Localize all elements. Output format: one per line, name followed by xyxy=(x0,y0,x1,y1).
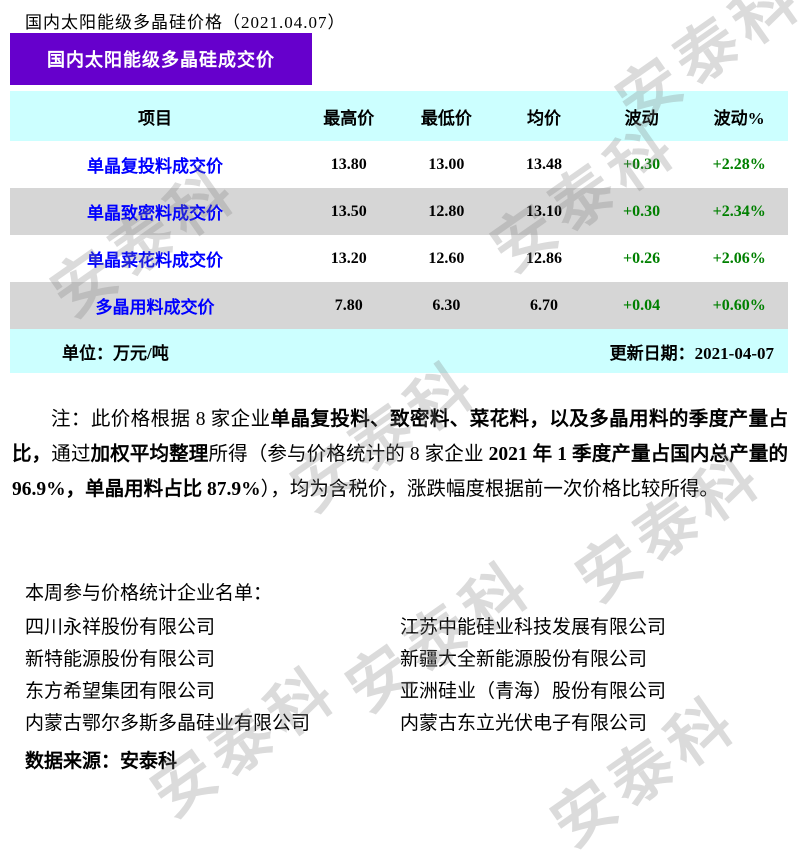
data-source-label: 数据来源：安泰科 xyxy=(25,751,178,772)
table-row: 单晶致密料成交价 13.50 12.80 13.10 +0.30 +2.34% xyxy=(10,188,788,235)
row-high: 13.50 xyxy=(330,202,367,220)
row-change: +0.04 xyxy=(623,296,661,314)
unit-label: 单位：万元/吨 xyxy=(62,343,169,363)
page: { "title": "国内太阳能级多晶硅价格（2021.04.07）", "b… xyxy=(10,0,800,861)
note-segment: 注：此价格根据 8 家企业 xyxy=(51,409,271,430)
header-high: 最高价 xyxy=(323,108,375,128)
row-change: +0.30 xyxy=(623,202,661,220)
row-avg: 12.86 xyxy=(525,249,562,267)
row-item-label: 单晶菜花料成交价 xyxy=(87,251,223,270)
company-name: 江苏中能硅业科技发展有限公司 xyxy=(400,617,667,638)
section-banner: 国内太阳能级多晶硅成交价 xyxy=(10,33,312,85)
company-name: 新特能源股份有限公司 xyxy=(25,649,216,670)
section-banner-label: 国内太阳能级多晶硅成交价 xyxy=(47,50,275,70)
row-low: 13.00 xyxy=(428,155,465,173)
note-segment: 所得（参与价格统计的 8 家企业 xyxy=(208,444,489,465)
table-row: 单晶菜花料成交价 13.20 12.60 12.86 +0.26 +2.06% xyxy=(10,235,788,282)
page-title: 国内太阳能级多晶硅价格（2021.04.07） xyxy=(25,13,346,32)
row-change-pct: +2.34% xyxy=(712,202,766,220)
company-name: 内蒙古东立光伏电子有限公司 xyxy=(400,713,648,734)
companies-heading: 本周参与价格统计企业名单： xyxy=(25,583,273,604)
row-high: 7.80 xyxy=(334,296,363,314)
note-segment: 加权平均整理 xyxy=(90,444,209,465)
row-avg: 13.48 xyxy=(525,155,562,173)
note-paragraph: 注：此价格根据 8 家企业单晶复投料、致密料、菜花料，以及多晶用料的季度产量占比… xyxy=(12,402,788,507)
company-name: 四川永祥股份有限公司 xyxy=(25,617,216,638)
companies-list: 四川永祥股份有限公司 江苏中能硅业科技发展有限公司 新特能源股份有限公司 新疆大… xyxy=(25,612,770,740)
update-date-label: 更新日期：2021-04-07 xyxy=(609,343,774,363)
row-item-label: 多晶用料成交价 xyxy=(95,298,215,317)
table-row: 单晶复投料成交价 13.80 13.00 13.48 +0.30 +2.28% xyxy=(10,141,788,188)
row-item-label: 单晶复投料成交价 xyxy=(87,157,223,176)
header-change: 波动 xyxy=(624,108,659,128)
row-item-label: 单晶致密料成交价 xyxy=(87,204,223,223)
price-table: 项目 最高价 最低价 均价 波动 波动% 单晶复投料成交价 13.80 13.0… xyxy=(10,91,788,373)
row-change-pct: +2.06% xyxy=(712,249,766,267)
header-change-pct: 波动% xyxy=(713,108,765,128)
row-low: 12.80 xyxy=(428,202,465,220)
company-name: 亚洲硅业（青海）股份有限公司 xyxy=(400,681,667,702)
company-name: 东方希望集团有限公司 xyxy=(25,681,216,702)
row-high: 13.80 xyxy=(330,155,367,173)
row-change-pct: +2.28% xyxy=(712,155,766,173)
row-change: +0.30 xyxy=(623,155,661,173)
company-name: 新疆大全新能源股份有限公司 xyxy=(400,649,648,670)
note-segment: 单晶复投料、致密料、菜花料，以及多晶用料的季度产量占比， xyxy=(12,409,788,465)
table-row: 多晶用料成交价 7.80 6.30 6.70 +0.04 +0.60% xyxy=(10,282,788,329)
header-low: 最低价 xyxy=(420,108,472,128)
row-change-pct: +0.60% xyxy=(712,296,766,314)
header-avg: 均价 xyxy=(526,108,561,128)
row-high: 13.20 xyxy=(330,249,367,267)
table-footer-row: 单位：万元/吨 更新日期：2021-04-07 xyxy=(10,329,788,373)
row-avg: 13.10 xyxy=(525,202,562,220)
row-change: +0.26 xyxy=(623,249,661,267)
row-avg: 6.70 xyxy=(529,296,558,314)
note-segment: 2021 年 1 季度产量占国内总产量的 96.9%，单晶用料占比 87.9% xyxy=(12,444,788,500)
table-header-row: 项目 最高价 最低价 均价 波动 波动% xyxy=(10,91,788,141)
row-low: 6.30 xyxy=(432,296,461,314)
note-segment: 通过 xyxy=(51,444,91,465)
company-name: 内蒙古鄂尔多斯多晶硅业有限公司 xyxy=(25,713,311,734)
row-low: 12.60 xyxy=(428,249,465,267)
header-item: 项目 xyxy=(138,108,172,128)
note-segment: ），均为含税价，涨跌幅度根据前一次价格比较所得。 xyxy=(260,479,719,500)
